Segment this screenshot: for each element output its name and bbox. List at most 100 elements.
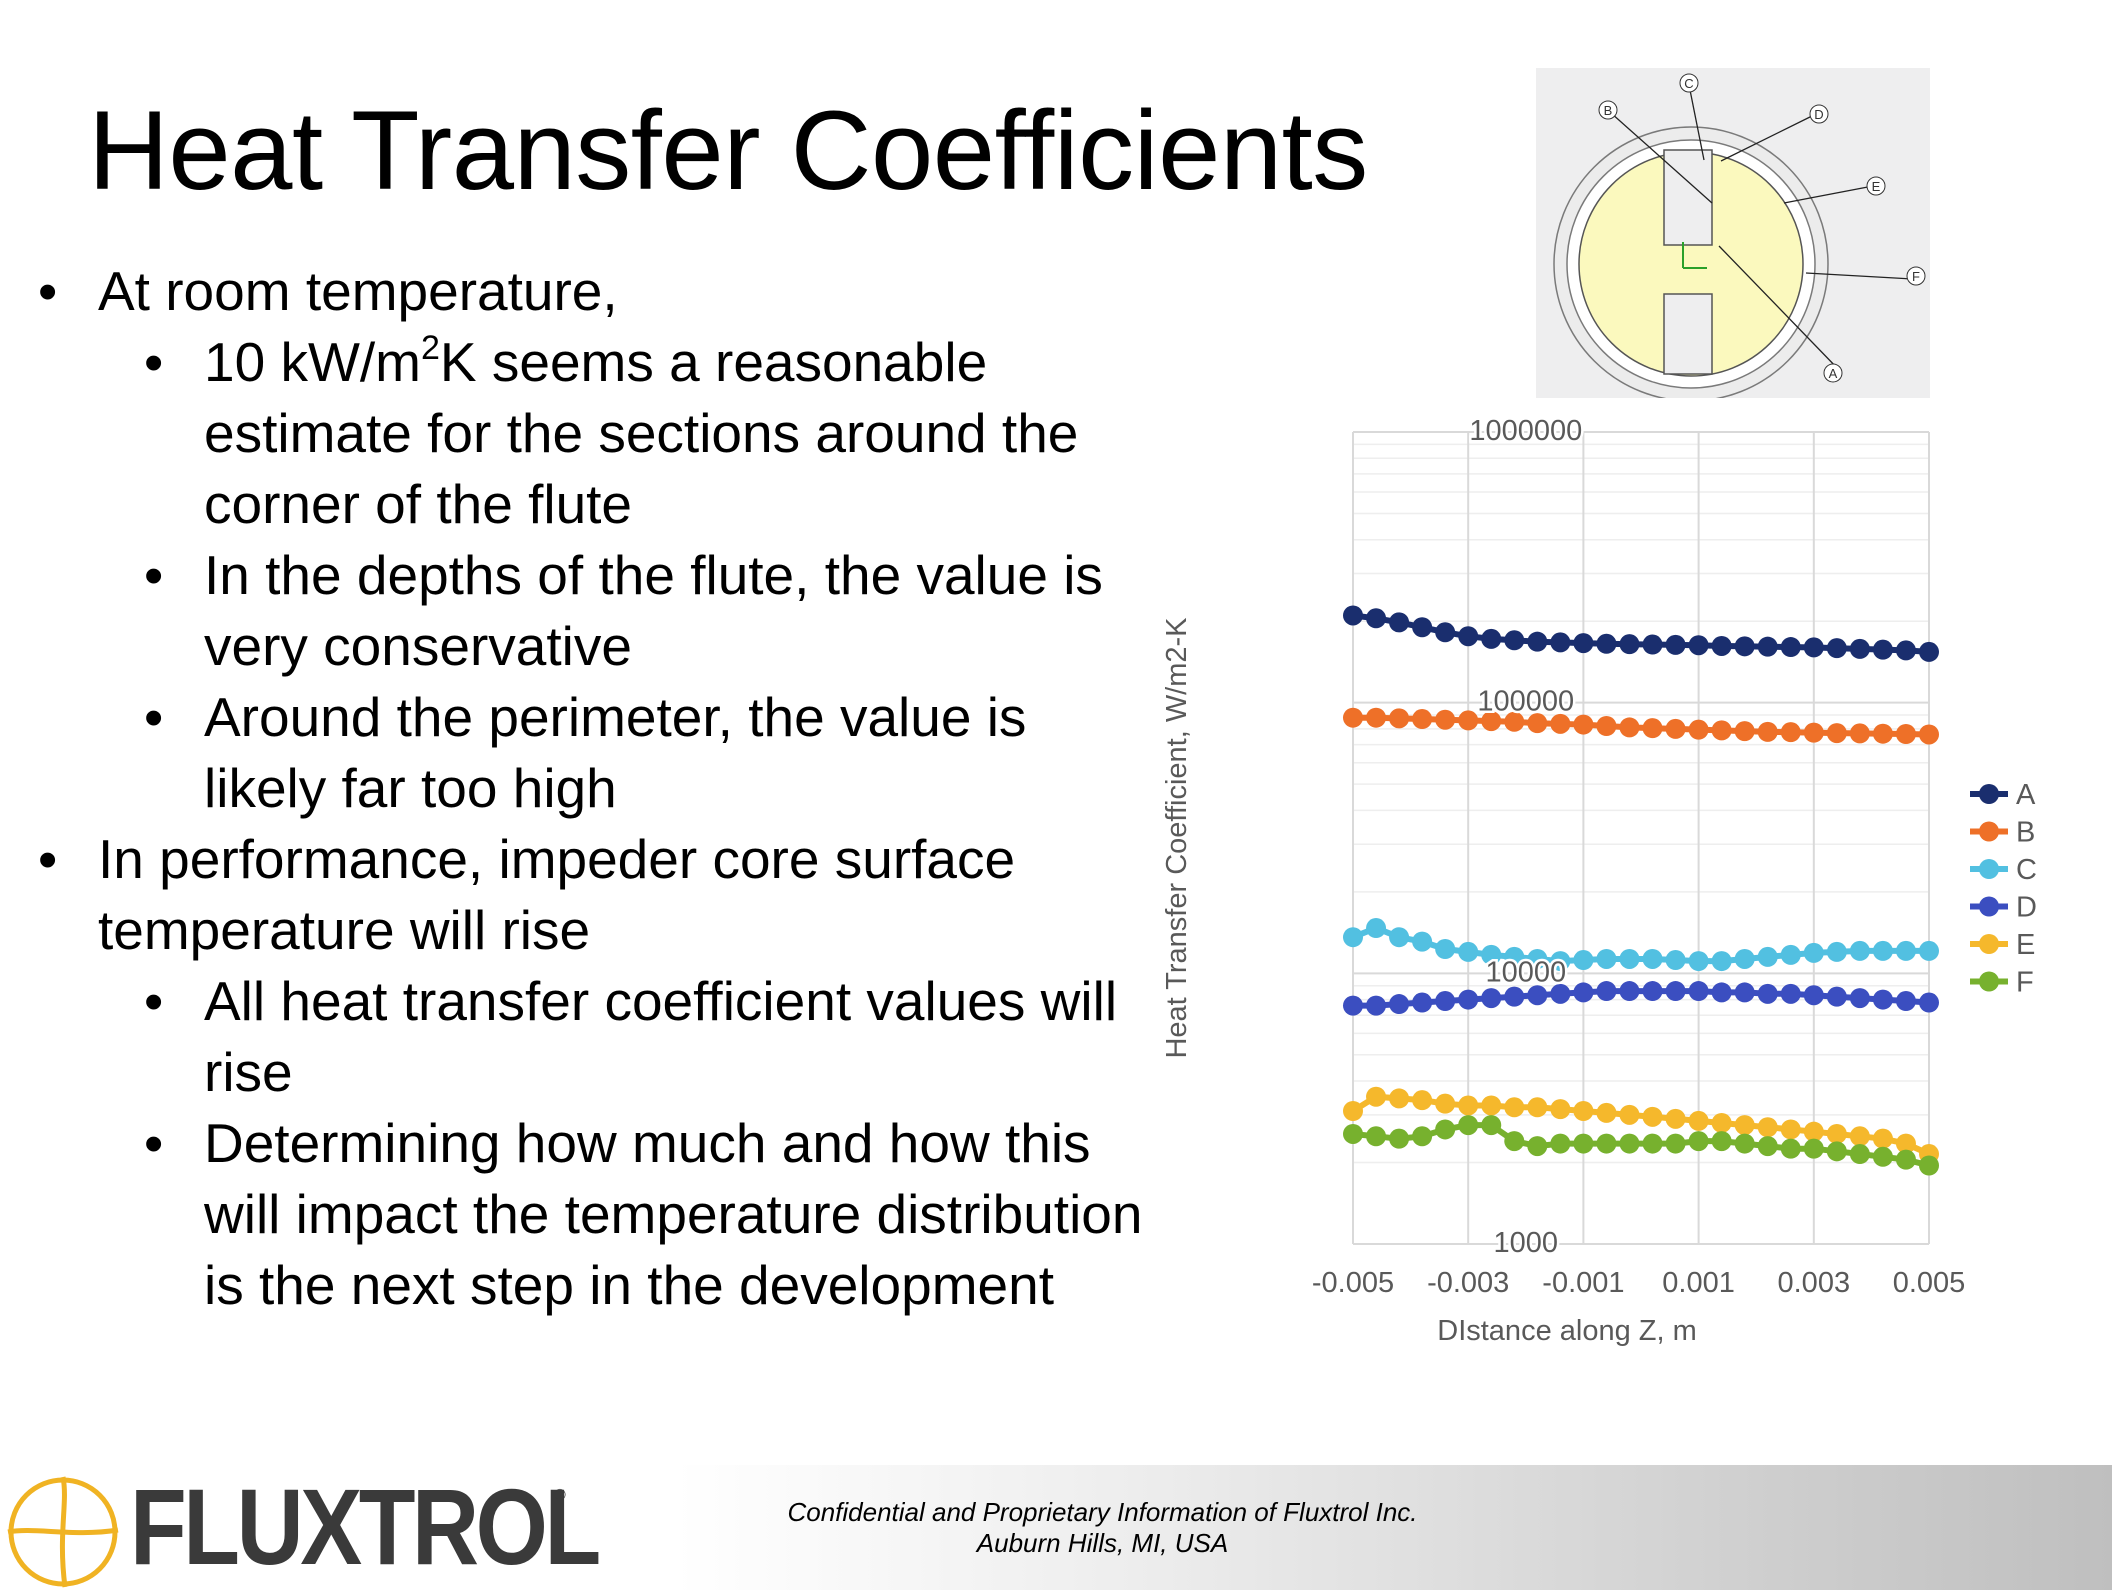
- series-e-point: [1389, 1088, 1410, 1109]
- series-c-point: [1711, 951, 1732, 972]
- series-e-point: [1872, 1128, 1893, 1149]
- series-b-point: [1458, 710, 1479, 731]
- chart-grid: [1352, 431, 1930, 1245]
- series-b-point: [1481, 711, 1502, 732]
- series-d-point: [1895, 991, 1916, 1012]
- legend-swatch-marker: [1979, 859, 1999, 879]
- legend-label: E: [2016, 929, 2035, 961]
- series-e-point: [1527, 1097, 1548, 1118]
- series-c-point: [1435, 938, 1456, 959]
- x-tick-label: 0.005: [1893, 1267, 1966, 1299]
- label-e-circle: [1866, 176, 1886, 196]
- series-a-point: [1734, 636, 1755, 657]
- label-c: C: [1684, 76, 1693, 91]
- series-d-point: [1573, 982, 1594, 1003]
- legend-label: D: [2016, 892, 2037, 924]
- confidentiality-notice: Confidential and Proprietary Information…: [760, 1497, 1445, 1559]
- series-c-point: [1550, 951, 1571, 972]
- bullet-dot-icon: •: [144, 331, 164, 393]
- series-c-point: [1619, 948, 1640, 969]
- bullet-item: • Determining how much and how this will …: [34, 1108, 1144, 1321]
- series-a-point: [1504, 630, 1525, 651]
- legend-label: A: [2016, 779, 2036, 811]
- series-a-point: [1872, 639, 1893, 660]
- y-tick-label: 1000000: [1469, 415, 1582, 447]
- series-e-point: [1573, 1101, 1594, 1122]
- series-a-point: [1389, 612, 1410, 633]
- series-f-point: [1412, 1126, 1433, 1147]
- bullet-item: • 10 kW/m2K seems a reasonable estimate f…: [34, 327, 1144, 540]
- bullet-dot-icon: •: [144, 544, 164, 606]
- leader-lines: [1610, 89, 1913, 373]
- series-a-point: [1481, 628, 1502, 649]
- y-tick-label: 100000: [1477, 686, 1574, 718]
- label-c-circle: [1679, 73, 1699, 93]
- series-a-point: [1366, 608, 1387, 629]
- legend-label: C: [2016, 854, 2037, 886]
- bullet-dot-icon: •: [144, 686, 164, 748]
- series-e-point: [1803, 1121, 1824, 1142]
- series-d-point: [1757, 983, 1778, 1004]
- x-tick-label: -0.005: [1312, 1267, 1394, 1299]
- series-e-point: [1757, 1117, 1778, 1138]
- series-b-point: [1826, 723, 1847, 744]
- series-d-point: [1665, 981, 1686, 1002]
- diagram-labels: A B C D E F: [1598, 73, 1926, 383]
- series-c-point: [1919, 940, 1939, 961]
- series-a-point: [1642, 634, 1663, 655]
- series-f-point: [1550, 1133, 1571, 1154]
- series-e-point: [1481, 1095, 1502, 1116]
- series-d-point: [1435, 991, 1456, 1012]
- bullet-text-pre: 10 kW/m: [204, 331, 421, 393]
- bullet-text: In the depths of the flute, the value is…: [204, 544, 1103, 677]
- y-tick-labels: 1000 10000 100000 1000000: [1467, 413, 1585, 1262]
- series-e-point: [1412, 1090, 1433, 1111]
- series-d-point: [1642, 981, 1663, 1002]
- series-f-point: [1527, 1136, 1548, 1157]
- series-d-point: [1734, 982, 1755, 1003]
- label-d-circle: [1809, 104, 1829, 124]
- series-f-point: [1895, 1149, 1916, 1170]
- series-b-point: [1573, 714, 1594, 735]
- series-a-point: [1849, 638, 1870, 659]
- series-f-point: [1872, 1146, 1893, 1167]
- series-b-point: [1803, 722, 1824, 743]
- series-d-point: [1550, 983, 1571, 1004]
- series-f-point: [1665, 1133, 1686, 1154]
- series-d-point: [1389, 994, 1410, 1015]
- series-a-point: [1688, 635, 1709, 656]
- series-e-point: [1688, 1110, 1709, 1131]
- series-c-point: [1389, 927, 1410, 948]
- series-f-point: [1849, 1144, 1870, 1165]
- series-f-point: [1803, 1138, 1824, 1159]
- series-b-point: [1504, 711, 1525, 732]
- label-a-circle: [1823, 363, 1843, 383]
- series-e-point: [1366, 1086, 1387, 1107]
- series-b-point: [1412, 709, 1433, 730]
- series-d-point: [1596, 981, 1617, 1002]
- series-f-point: [1389, 1128, 1410, 1149]
- series-b-point: [1435, 709, 1456, 730]
- x-tick-label: -0.003: [1427, 1267, 1509, 1299]
- series-c-point: [1849, 940, 1870, 961]
- bullet-text: At room temperature,: [98, 260, 618, 322]
- series-e-point: [1734, 1115, 1755, 1136]
- series-a-point: [1665, 634, 1686, 655]
- series-c-point: [1803, 942, 1824, 963]
- series-a-point: [1619, 634, 1640, 655]
- series-d-point: [1872, 989, 1893, 1010]
- bullet-text-post: K seems a reasonable estimate for the se…: [204, 331, 1079, 535]
- series-c-point: [1734, 948, 1755, 969]
- series-d-point: [1803, 985, 1824, 1006]
- x-tick-labels: -0.005 -0.003 -0.001 0.001 0.003 0.005: [1312, 1267, 1965, 1299]
- slide-title: Heat Transfer Coefficients: [88, 88, 1368, 213]
- series-a-point: [1919, 641, 1939, 662]
- chart-series: [1343, 605, 1939, 1176]
- flute-slots: [1663, 149, 1713, 375]
- series-e-point: [1435, 1093, 1456, 1114]
- series-f-point: [1435, 1119, 1456, 1140]
- series-b-point: [1619, 717, 1640, 738]
- series-a-point: [1895, 640, 1916, 661]
- series-c-point: [1596, 948, 1617, 969]
